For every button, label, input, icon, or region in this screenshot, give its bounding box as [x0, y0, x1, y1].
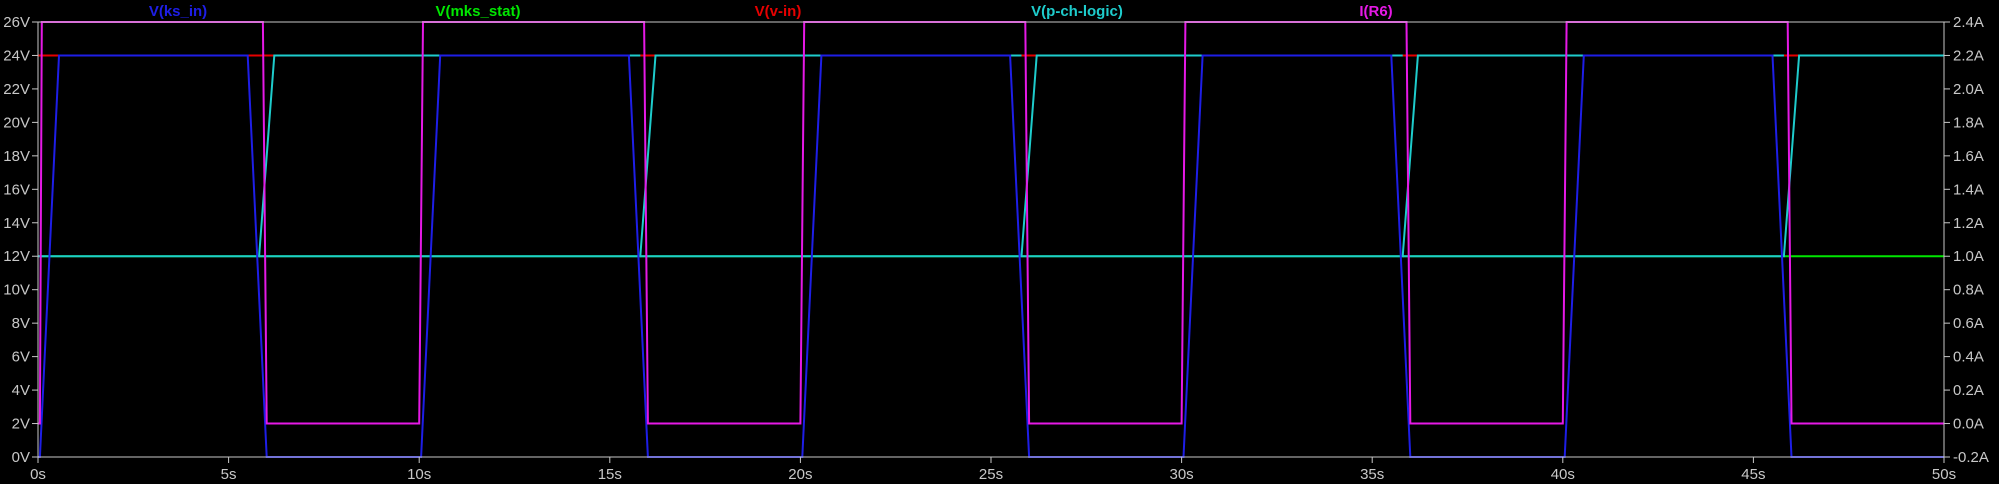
right-tick-label: 1.8A — [1953, 114, 1984, 131]
left-tick-label: 0V — [12, 449, 30, 466]
x-tick-label: 25s — [979, 466, 1003, 483]
right-tick-label: 1.4A — [1953, 181, 1984, 198]
left-tick-label: 10V — [3, 282, 30, 299]
right-tick-label: 0.0A — [1953, 416, 1984, 433]
left-tick-label: 18V — [3, 148, 30, 165]
legend-entry: I(R6) — [1359, 3, 1392, 20]
left-axis: 0V 2V 4V 6V 8V 10V 12V 14V 16V 18V 20V 22V 24V 26V — [3, 14, 38, 466]
legend-entry: V(v-in) — [755, 3, 802, 20]
x-tick-label: 40s — [1551, 466, 1575, 483]
x-tick-label: 30s — [1170, 466, 1194, 483]
x-axis: 0s 5s 10s 15s 20s 25s 30s 35s 40s 45s 50s — [30, 457, 1956, 483]
legend-entry: V(p-ch-logic) — [1031, 3, 1123, 20]
x-tick-label: 35s — [1360, 466, 1384, 483]
x-tick-label: 50s — [1932, 466, 1956, 483]
x-tick-label: 15s — [598, 466, 622, 483]
left-tick-label: 8V — [12, 315, 30, 332]
right-tick-label: 0.2A — [1953, 382, 1984, 399]
right-tick-label: -0.2A — [1953, 449, 1989, 466]
x-tick-label: 5s — [221, 466, 237, 483]
x-tick-label: 45s — [1741, 466, 1765, 483]
right-tick-label: 0.8A — [1953, 282, 1984, 299]
right-axis: -0.2A 0.0A 0.2A 0.4A 0.6A 0.8A 1.0A 1.2A 1.4A 1.6… — [1944, 14, 1989, 466]
left-tick-label: 2V — [12, 416, 30, 433]
left-tick-label: 12V — [3, 248, 30, 265]
right-tick-label: 0.6A — [1953, 315, 1984, 332]
legend: V(ks_in) V(mks_stat) V(v-in) V(p-ch-logic) I… — [149, 3, 1393, 20]
series-line-v-p-ch-logic — [1402, 54, 1944, 258]
right-tick-label: 1.0A — [1953, 248, 1984, 265]
left-tick-label: 22V — [3, 81, 30, 98]
right-tick-label: 1.6A — [1953, 148, 1984, 165]
left-tick-label: 6V — [12, 349, 30, 366]
left-tick-label: 16V — [3, 181, 30, 198]
right-tick-label: 2.2A — [1953, 47, 1984, 64]
left-tick-label: 4V — [12, 382, 30, 399]
left-tick-label: 24V — [3, 47, 30, 64]
x-tick-label: 0s — [30, 466, 46, 483]
right-tick-label: 2.0A — [1953, 81, 1984, 98]
right-tick-label: 2.4A — [1953, 14, 1984, 31]
x-tick-label: 20s — [788, 466, 812, 483]
left-tick-label: 26V — [3, 14, 30, 31]
left-tick-label: 14V — [3, 215, 30, 232]
legend-entry: V(mks_stat) — [435, 3, 520, 20]
left-tick-label: 20V — [3, 114, 30, 131]
right-tick-label: 1.2A — [1953, 215, 1984, 232]
x-tick-label: 10s — [407, 466, 431, 483]
legend-entry: V(ks_in) — [149, 3, 207, 20]
right-tick-label: 0.4A — [1953, 349, 1984, 366]
